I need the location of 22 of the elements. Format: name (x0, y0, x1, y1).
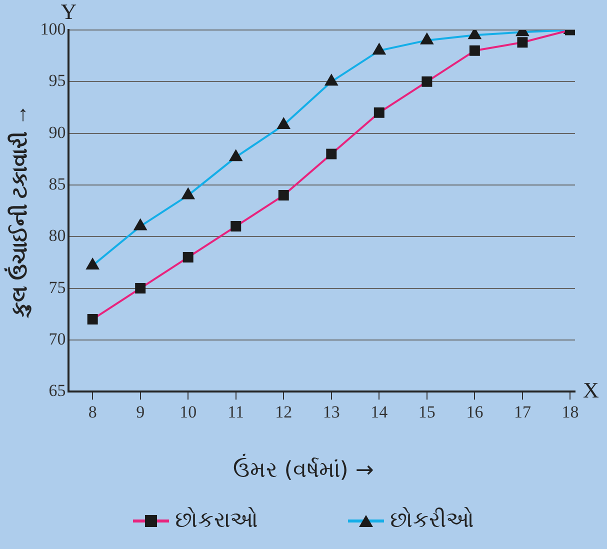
legend-label: છોકરીઓ (390, 508, 474, 533)
x-tick-label: 13 (322, 402, 340, 422)
y-axis-title: કુલ ઉંચાઈની ટકાવારી → (3, 104, 32, 320)
y-tick-label: 65 (48, 381, 66, 400)
x-tick-label: 10 (180, 402, 197, 422)
x-tick-label: 15 (418, 402, 436, 422)
y-tick-label: 80 (48, 226, 66, 246)
x-tick-label: 17 (514, 402, 532, 422)
legend-label: છોકરાઓ (175, 508, 258, 533)
x-tick-label: 18 (562, 402, 579, 422)
x-tick-label: 16 (466, 402, 484, 422)
y-tick-label: 85 (48, 174, 66, 194)
y-tick-label: 90 (48, 122, 66, 142)
x-tick-label: 14 (370, 402, 388, 422)
x-tick-label: 9 (136, 402, 145, 422)
y-tick-label: 70 (48, 329, 66, 348)
y-tick-label: 75 (48, 278, 66, 297)
x-tick-label: 12 (275, 402, 292, 422)
x-tick-label: 8 (88, 402, 97, 422)
x-tick-label: 11 (228, 402, 244, 422)
y-tick-label: 95 (48, 71, 66, 90)
text: X (583, 377, 599, 402)
